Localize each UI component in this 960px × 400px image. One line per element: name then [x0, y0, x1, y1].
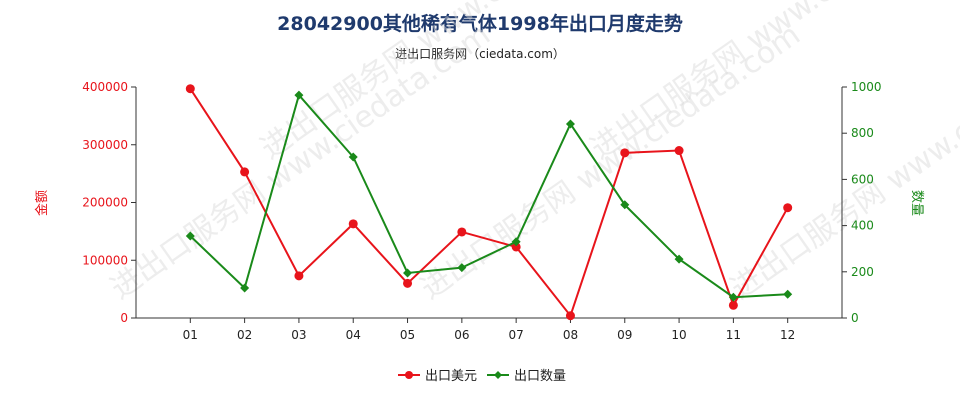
left-tick-label: 200000	[82, 196, 128, 210]
series-line-quantity	[189, 93, 788, 299]
amount-point[interactable]	[185, 84, 195, 94]
x-tick-label: 06	[454, 328, 469, 342]
x-tick-label: 10	[671, 328, 686, 342]
quantity-point[interactable]	[294, 90, 304, 100]
quantity-point[interactable]	[783, 289, 793, 299]
left-tick-label: 300000	[82, 138, 128, 152]
left-y-ticks: 0 100000 200000 300000 400000	[82, 80, 136, 325]
legend-item-amount[interactable]: 出口美元	[398, 369, 477, 384]
x-tick-label: 09	[617, 328, 632, 342]
right-tick-label: 0	[851, 311, 859, 325]
amount-point[interactable]	[240, 167, 250, 177]
amount-point[interactable]	[783, 203, 793, 213]
quantity-point[interactable]	[185, 231, 195, 241]
series-layer	[185, 84, 793, 321]
quantity-point[interactable]	[620, 200, 630, 210]
x-tick-label: 11	[726, 328, 741, 342]
x-tick-label: 12	[780, 328, 795, 342]
chart-subtitle: 进出口服务网（ciedata.com）	[395, 47, 565, 61]
amount-point[interactable]	[294, 271, 304, 281]
right-tick-label: 600	[851, 172, 874, 186]
quantity-point[interactable]	[240, 283, 250, 293]
right-tick-label: 800	[851, 126, 874, 140]
amount-point[interactable]	[457, 227, 467, 237]
legend-amount-marker	[405, 371, 413, 379]
amount-point[interactable]	[565, 311, 575, 321]
amount-point[interactable]	[620, 148, 630, 158]
legend-quantity-marker	[494, 371, 502, 379]
quantity-point[interactable]	[348, 152, 358, 162]
x-tick-label: 04	[346, 328, 361, 342]
legend-quantity-label: 出口数量	[514, 369, 566, 384]
x-tick-label: 01	[183, 328, 198, 342]
right-tick-label: 200	[851, 265, 874, 279]
amount-point[interactable]	[728, 300, 738, 310]
right-y-ticks: 0 200 400 600 800 1000	[842, 80, 882, 325]
quantity-point[interactable]	[457, 263, 467, 273]
amount-point[interactable]	[348, 219, 358, 229]
legend: 出口美元 出口数量	[398, 369, 566, 384]
x-tick-label: 02	[237, 328, 252, 342]
amount-point[interactable]	[511, 242, 521, 252]
quantity-point[interactable]	[511, 237, 521, 247]
left-tick-label: 0	[120, 311, 128, 325]
right-tick-label: 400	[851, 219, 874, 233]
amount-point[interactable]	[674, 146, 684, 156]
x-tick-label: 08	[563, 328, 578, 342]
x-tick-label: 07	[509, 328, 524, 342]
right-tick-label: 1000	[851, 80, 882, 94]
quantity-point[interactable]	[403, 268, 413, 278]
x-tick-label: 05	[400, 328, 415, 342]
legend-amount-label: 出口美元	[425, 369, 477, 384]
quantity-point[interactable]	[674, 254, 684, 264]
quantity-point[interactable]	[565, 119, 575, 129]
left-tick-label: 400000	[82, 80, 128, 94]
x-tick-label: 03	[291, 328, 306, 342]
x-ticks: 01 02 03 04 05 06 07 08 09 10 11 12	[183, 318, 795, 342]
left-tick-label: 100000	[82, 253, 128, 267]
chart-title: 28042900其他稀有气体1998年出口月度走势	[277, 13, 683, 35]
right-y-axis-label: 数量	[909, 190, 924, 216]
legend-item-quantity[interactable]: 出口数量	[487, 369, 566, 384]
amount-point[interactable]	[403, 278, 413, 288]
quantity-point[interactable]	[728, 292, 738, 302]
left-y-axis-label: 金额	[34, 190, 50, 216]
series-line-amount	[189, 88, 789, 318]
